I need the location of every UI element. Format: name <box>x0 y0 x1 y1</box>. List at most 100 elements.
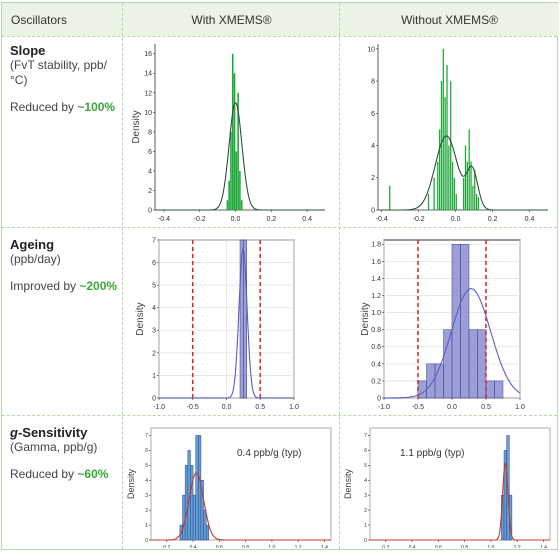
x-tick-label: -0.4 <box>158 216 170 223</box>
histogram-bar <box>438 129 441 210</box>
histogram-bar <box>427 193 430 210</box>
histogram-bar <box>463 177 465 210</box>
x-tick-label: 0.2 <box>382 545 389 548</box>
x-tick-label: 1.2 <box>295 545 302 548</box>
column-divider <box>122 3 123 549</box>
y-tick-label: 2 <box>148 188 152 195</box>
histogram-bar <box>442 48 444 210</box>
x-tick-label: -0.4 <box>376 216 388 223</box>
y-tick-label: 6 <box>145 448 148 454</box>
chart-annotation: 0.4 ppb/g (typ) <box>237 448 301 459</box>
histogram-bar <box>443 329 453 399</box>
x-tick-label: 0.6 <box>216 545 223 548</box>
density-curve <box>151 472 331 541</box>
x-tick-label: -1.0 <box>378 404 390 411</box>
result-value: ~60% <box>77 467 109 481</box>
y-tick-label: 1 <box>364 523 367 529</box>
histogram-bar <box>182 494 186 541</box>
y-tick-label: 1.2 <box>371 293 381 300</box>
histogram-bar <box>444 97 446 210</box>
chart-ageing-with-xmems: -1.0 -0.5 0.0 0.5 1.0 0 1 2 3 4 5 6 7 Density <box>135 237 299 411</box>
x-tick-label: 0.0 <box>447 404 457 411</box>
y-tick-label: 4 <box>145 478 148 484</box>
x-tick-label: 1.0 <box>515 404 525 411</box>
y-tick-label: 7 <box>145 433 148 439</box>
y-tick-label: 1.4 <box>371 276 381 283</box>
column-divider <box>339 3 340 549</box>
row-title: Slope <box>10 43 46 58</box>
density-curve <box>155 102 325 211</box>
y-tick-label: 0.8 <box>371 327 381 334</box>
x-tick-label: 0.8 <box>242 545 249 548</box>
x-tick-label: 1.0 <box>289 404 299 411</box>
x-tick-label: -0.2 <box>194 216 206 223</box>
density-curve <box>378 135 548 211</box>
y-axis-label: Density <box>343 468 353 499</box>
x-tick-label: 0.2 <box>488 216 498 223</box>
y-tick-label: 4 <box>364 478 367 484</box>
histogram-bar <box>243 239 247 399</box>
histogram-bar <box>233 73 236 210</box>
header-without-xmems: Without XMEMS® <box>340 3 559 36</box>
histogram-bar <box>440 81 443 210</box>
x-tick-label: 1.4 <box>321 545 328 548</box>
row-subtitle: (ppb/day) <box>10 252 61 266</box>
density-curve <box>384 288 521 399</box>
y-tick-label: 0 <box>364 538 367 544</box>
y-tick-label: 2 <box>145 508 148 514</box>
x-tick-label: 1.2 <box>514 545 521 548</box>
histogram-bar <box>450 81 452 210</box>
x-tick-label: 0.0 <box>231 216 241 223</box>
y-tick-label: 7 <box>364 433 367 439</box>
density-curve <box>370 462 550 541</box>
x-tick-label: 0.5 <box>255 404 265 411</box>
y-tick-label: 0.2 <box>371 378 381 385</box>
histogram-bar <box>190 465 194 541</box>
histogram-bar <box>235 151 238 210</box>
histogram-bar <box>205 524 210 541</box>
histogram-bar <box>474 169 476 210</box>
x-tick-label: 0.8 <box>461 545 468 548</box>
y-tick-label: 3 <box>364 493 367 499</box>
y-tick-label: 1 <box>152 373 156 380</box>
x-tick-label: 0.0 <box>451 216 461 223</box>
histogram-bar <box>226 200 229 210</box>
histogram-bar <box>192 494 196 541</box>
y-tick-label: 7 <box>152 237 156 244</box>
histogram-bar <box>468 329 478 399</box>
histogram-bar <box>494 380 504 399</box>
row-label-g-sensitivity: g-Sensitivity (Gamma, ppb/g) Reduced by … <box>10 425 122 482</box>
y-axis-label: Density <box>131 110 142 143</box>
y-tick-label: 0.4 <box>371 361 381 368</box>
histogram-bar <box>426 363 436 399</box>
y-tick-label: 1.6 <box>371 259 381 266</box>
y-tick-label: 4 <box>371 143 375 150</box>
x-tick-label: 0.6 <box>435 545 442 548</box>
y-tick-label: 6 <box>371 111 375 118</box>
chart-slope-without-xmems: -0.4 -0.2 0.0 0.2 0.4 0 2 4 6 8 10 <box>367 44 548 223</box>
row-label-slope: Slope (FvT stability, ppb/°C) Reduced by… <box>10 43 122 115</box>
y-tick-label: 4 <box>152 305 156 312</box>
header-oscillators: Oscillators <box>2 3 123 36</box>
y-tick-label: 0.6 <box>371 344 381 351</box>
row-label-ageing: Ageing (ppb/day) Improved by ~200% <box>10 237 122 294</box>
y-axis-label: Density <box>126 468 136 499</box>
histogram-bar <box>453 177 456 210</box>
y-tick-label: 6 <box>148 149 152 156</box>
histogram-bar <box>477 197 480 210</box>
histogram-bar <box>460 244 470 399</box>
x-tick-label: 1.4 <box>540 545 547 548</box>
chart-slope-with-xmems: -0.4 -0.2 0.0 0.2 0.4 0 2 4 6 8 10 12 14 16 Density <box>131 44 325 223</box>
y-tick-label: 1 <box>145 523 148 529</box>
histogram-bar <box>470 161 472 210</box>
y-tick-label: 10 <box>144 110 152 117</box>
y-tick-label: 3 <box>145 493 148 499</box>
y-tick-label: 0 <box>145 538 148 544</box>
y-tick-label: 12 <box>144 90 152 97</box>
histogram-bar <box>485 380 495 399</box>
x-tick-label: -0.5 <box>187 404 199 411</box>
x-tick-label: 1.0 <box>268 545 275 548</box>
histogram-bar <box>451 244 461 399</box>
y-tick-label: 0 <box>152 395 156 402</box>
histogram-bar <box>466 161 468 210</box>
